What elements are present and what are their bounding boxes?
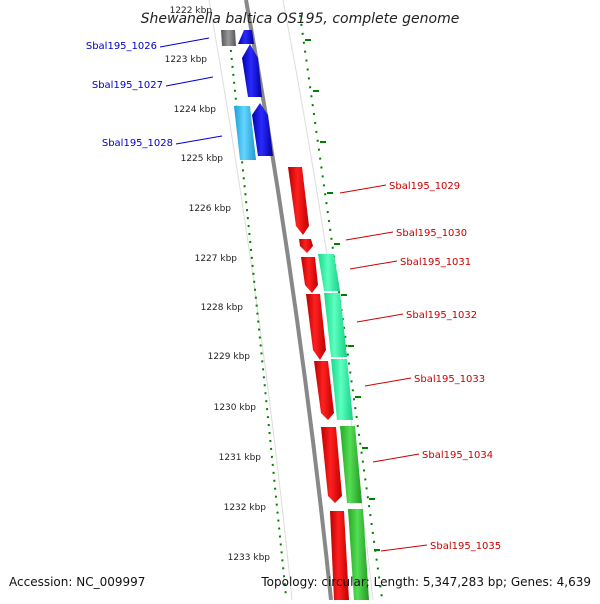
leader-line-1035	[380, 544, 428, 552]
accession-label: Accession: NC_009997	[9, 575, 146, 589]
gene-label-sbal195-1030[interactable]: Sbal195_1030	[396, 228, 467, 239]
genome-summary-label: Topology: circular; Length: 5,347,283 bp…	[261, 575, 591, 589]
gene-feature-sbal195-1029[interactable]	[288, 167, 309, 235]
gene-feature-sbal195-1034[interactable]	[321, 427, 342, 503]
gene-feature-sbal195-1032[interactable]	[306, 294, 326, 360]
gene-label-sbal195-1034[interactable]: Sbal195_1034	[422, 450, 493, 461]
gene-label-sbal195-1032[interactable]: Sbal195_1032	[406, 310, 477, 321]
ruler-label-1222: 1222 kbp	[170, 6, 213, 16]
gene-feature-sbal195-1028[interactable]	[252, 103, 273, 156]
ruler-label-1230: 1230 kbp	[214, 403, 257, 413]
inner-track-border	[208, 0, 293, 601]
gene-feature-sbal195-1035[interactable]	[330, 511, 349, 600]
gene-label-sbal195-1029[interactable]: Sbal195_1029	[389, 181, 460, 192]
gene-label-sbal195-1028[interactable]: Sbal195_1028	[102, 138, 173, 149]
ortholog-feature-1034	[340, 426, 362, 503]
leader-line-1030	[345, 231, 394, 241]
reverse-strand-features	[221, 30, 273, 160]
leader-line-1031	[349, 260, 398, 270]
forward-strand-features	[288, 167, 349, 600]
leader-line-1034	[372, 453, 420, 463]
ortholog-feature-1031	[318, 254, 340, 291]
leader-line-1032	[356, 313, 404, 323]
ruler-major-ticks	[305, 39, 380, 551]
ruler-label-1229: 1229 kbp	[208, 352, 251, 362]
ruler-label-1233: 1233 kbp	[228, 553, 271, 563]
leader-line-1029	[339, 184, 387, 194]
ruler-label-1224: 1224 kbp	[174, 105, 217, 115]
gene-label-sbal195-1031[interactable]: Sbal195_1031	[400, 257, 471, 268]
ortholog-feature-1035	[348, 509, 369, 600]
leader-line-1027	[165, 76, 214, 87]
gene-label-sbal195-1035[interactable]: Sbal195_1035	[430, 541, 501, 552]
gene-label-sbal195-1027[interactable]: Sbal195_1027	[92, 80, 163, 91]
leader-line-1033	[364, 377, 412, 387]
leader-line-1026	[159, 37, 210, 48]
ruler-label-1231: 1231 kbp	[219, 453, 262, 463]
ruler-label-1232: 1232 kbp	[224, 503, 267, 513]
page-title: Shewanella baltica OS195, complete genom…	[141, 11, 460, 27]
gene-labels: Sbal195_1026 Sbal195_1027 Sbal195_1028 S…	[86, 41, 501, 552]
label-leader-lines	[159, 37, 428, 552]
gene-feature-partial-grey[interactable]	[221, 30, 236, 46]
gene-feature-sbal195-1026[interactable]	[238, 30, 254, 44]
forward-ortholog-features	[318, 254, 369, 600]
gene-feature-sbal195-1033[interactable]	[314, 361, 334, 420]
ruler-labels: 1222 kbp 1223 kbp 1224 kbp 1225 kbp 1226…	[165, 6, 271, 563]
gene-label-sbal195-1026[interactable]: Sbal195_1026	[86, 41, 157, 52]
ruler-dotted-line-left	[229, 41, 287, 597]
ruler-label-1228: 1228 kbp	[201, 303, 244, 313]
ruler-label-1223: 1223 kbp	[165, 55, 208, 65]
gene-feature-sbal195-1031[interactable]	[301, 257, 318, 293]
ruler-label-1226: 1226 kbp	[189, 204, 232, 214]
gene-feature-sbal195-1030[interactable]	[299, 239, 313, 253]
ortholog-feature-1033	[331, 359, 353, 420]
gene-label-sbal195-1033[interactable]: Sbal195_1033	[414, 374, 485, 385]
leader-line-1028	[175, 135, 223, 145]
gene-feature-sbal195-1027[interactable]	[242, 44, 262, 97]
reverse-ortholog-1028	[234, 106, 256, 160]
ruler-label-1225: 1225 kbp	[181, 154, 224, 164]
ruler-label-1227: 1227 kbp	[195, 254, 238, 264]
ortholog-feature-1032	[324, 293, 347, 357]
